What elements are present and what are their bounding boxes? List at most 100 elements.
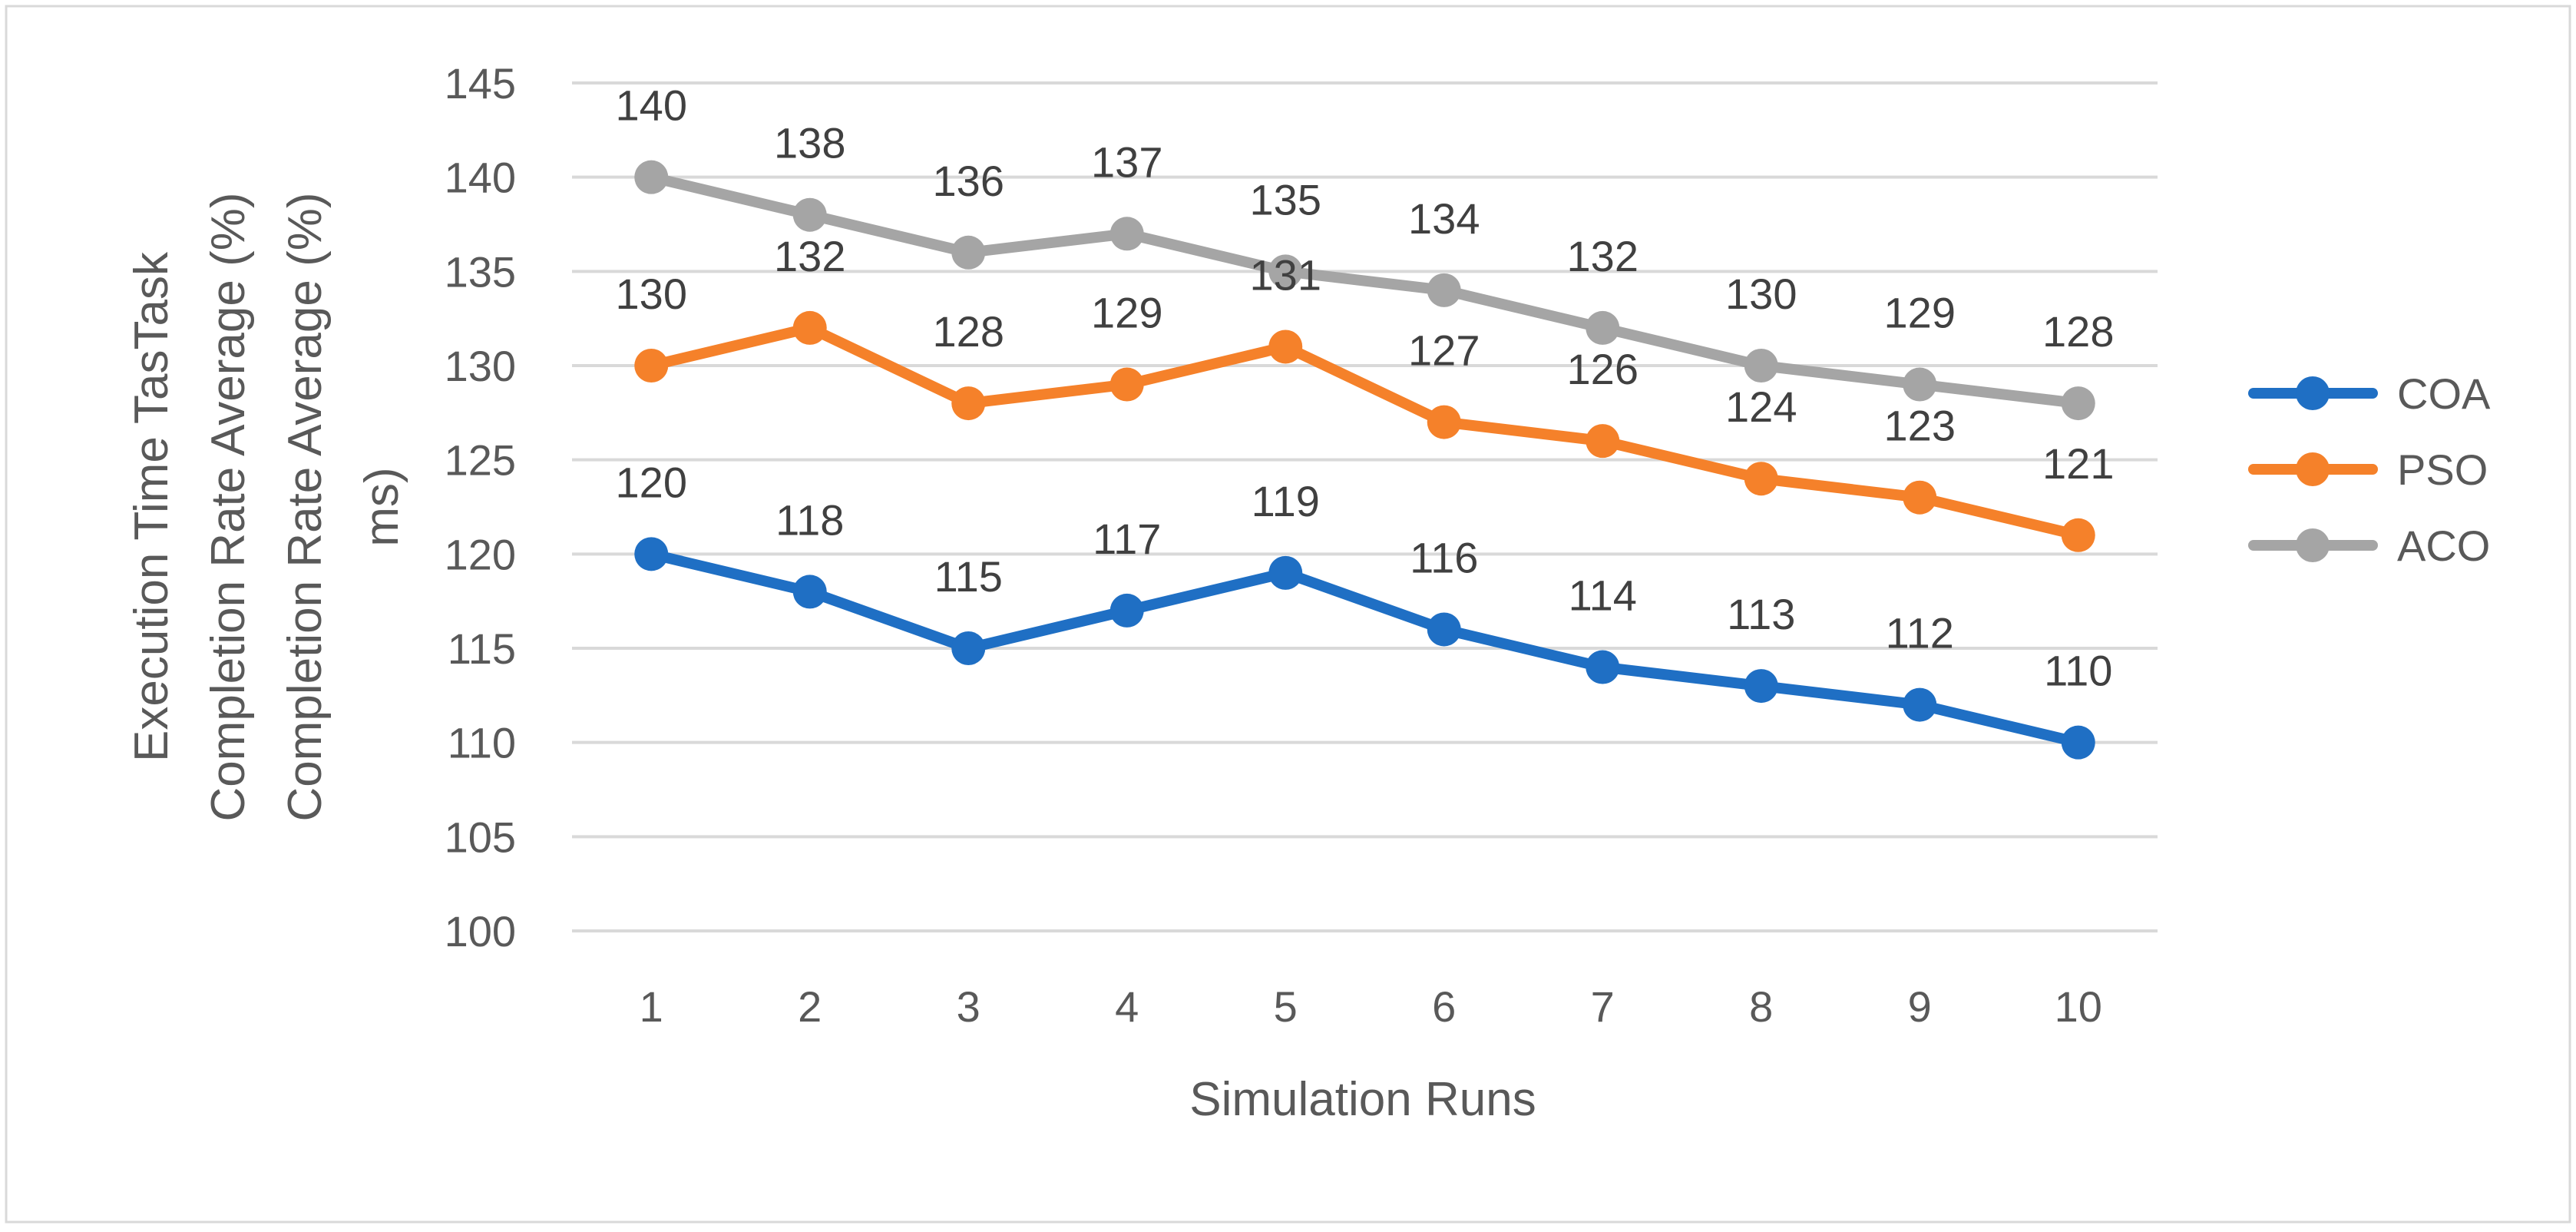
data-point-aco: [1903, 367, 1937, 402]
legend-entry-coa: COA: [2397, 369, 2491, 418]
data-label-pso: 126: [1567, 345, 1639, 393]
series-line-pso: [646, 322, 2084, 541]
data-label-aco: 129: [1884, 289, 1956, 337]
data-label-pso: 123: [1884, 402, 1956, 450]
data-label-pso: 129: [1091, 289, 1162, 337]
data-point-pso: [1903, 480, 1937, 515]
x-tick-label: 10: [2055, 982, 2102, 1031]
data-point-coa: [1427, 612, 1461, 647]
y-axis-title-line: Execution Time TasTask: [125, 251, 178, 762]
data-point-pso: [1268, 330, 1303, 364]
legend-marker-aco: [2296, 528, 2330, 562]
data-point-coa: [1903, 687, 1937, 722]
y-axis-ticks: 100 105 110 115 120 125 130 135 140 145: [445, 59, 516, 955]
series-lines: [634, 160, 2095, 760]
y-axis-title: Execution Time TasTask Completion Rate Av…: [125, 192, 408, 821]
data-label-coa: 118: [775, 495, 844, 544]
y-tick-label: 125: [445, 436, 516, 485]
x-axis-title: Simulation Runs: [1189, 1073, 1536, 1126]
data-point-aco: [1109, 217, 1144, 251]
data-label-pso: 124: [1725, 383, 1797, 431]
data-label-pso: 127: [1408, 326, 1480, 375]
x-tick-label: 6: [1432, 982, 1456, 1031]
data-point-coa: [1744, 669, 1778, 704]
legend-entry-pso: PSO: [2397, 445, 2488, 494]
gridlines: [572, 81, 2158, 932]
data-label-coa: 113: [1727, 590, 1795, 638]
data-label-pso: 121: [2042, 439, 2114, 488]
data-point-aco: [1268, 254, 1303, 289]
data-point-coa: [1268, 555, 1303, 590]
data-point-pso: [1109, 367, 1144, 402]
x-tick-label: 2: [798, 982, 822, 1031]
data-point-coa: [792, 575, 827, 609]
y-tick-label: 135: [445, 247, 516, 296]
data-label-aco: 130: [1725, 270, 1797, 318]
data-label-pso: 131: [1250, 250, 1321, 299]
data-label-aco: 137: [1091, 137, 1162, 186]
data-point-pso: [1427, 405, 1461, 439]
data-label-pso: 130: [616, 270, 687, 318]
data-point-pso: [1744, 462, 1778, 496]
data-point-aco: [792, 197, 827, 232]
y-tick-label: 100: [445, 907, 516, 955]
y-tick-label: 120: [445, 530, 516, 578]
data-label-coa: 116: [1410, 533, 1478, 581]
y-axis-title-line: Completion Rate Average (%): [279, 192, 332, 821]
data-point-aco: [2061, 386, 2095, 421]
legend-marker-pso: [2296, 452, 2330, 486]
x-tick-label: 3: [957, 982, 980, 1031]
data-point-aco: [1586, 310, 1620, 345]
data-point-pso: [2061, 518, 2095, 552]
data-point-coa: [1586, 650, 1620, 684]
data-point-pso: [634, 349, 669, 383]
y-tick-label: 140: [445, 154, 516, 202]
data-label-pso: 132: [774, 232, 845, 280]
data-labels: 120 118 115 117 119 116 114 113 112 110 130 132 128 1…: [616, 81, 2115, 695]
data-point-pso: [1586, 424, 1620, 459]
x-tick-label: 7: [1591, 982, 1615, 1031]
data-point-aco: [951, 235, 986, 270]
y-tick-label: 145: [445, 59, 516, 108]
data-label-aco: 138: [774, 119, 845, 167]
x-tick-label: 5: [1274, 982, 1298, 1031]
data-point-aco: [634, 160, 669, 194]
data-point-coa: [634, 537, 669, 571]
y-tick-label: 130: [445, 342, 516, 390]
y-tick-label: 105: [445, 813, 516, 861]
y-tick-label: 115: [448, 624, 516, 673]
x-tick-label: 4: [1115, 982, 1139, 1031]
series-line-coa: [646, 548, 2084, 748]
data-label-coa: 119: [1252, 477, 1320, 525]
x-tick-label: 8: [1749, 982, 1773, 1031]
data-label-aco: 136: [933, 157, 1004, 205]
data-label-coa: 115: [934, 552, 1003, 601]
data-point-pso: [792, 310, 827, 345]
x-tick-label: 1: [640, 982, 663, 1031]
data-point-coa: [2061, 725, 2095, 760]
x-axis-ticks: 1 2 3 4 5 6 7 8 9 10: [640, 982, 2102, 1031]
y-axis-title-line: ms): [355, 467, 408, 546]
data-label-pso: 128: [933, 307, 1004, 356]
legend: COA PSO ACO: [2248, 369, 2491, 570]
data-label-coa: 114: [1569, 571, 1637, 620]
x-tick-label: 9: [1908, 982, 1932, 1031]
data-label-aco: 135: [1250, 175, 1321, 224]
legend-entry-aco: ACO: [2397, 522, 2490, 570]
data-point-coa: [1109, 593, 1144, 628]
data-point-coa: [951, 631, 986, 665]
data-point-aco: [1744, 349, 1778, 383]
chart-border: [5, 5, 2571, 1224]
data-label-aco: 128: [2042, 307, 2114, 356]
data-label-aco: 134: [1408, 194, 1480, 243]
y-tick-label: 110: [448, 719, 516, 767]
data-label-coa: 120: [616, 458, 687, 506]
data-point-pso: [951, 386, 986, 421]
data-label-coa: 110: [2044, 647, 2112, 695]
series-line-aco: [646, 171, 2084, 409]
data-point-aco: [1427, 273, 1461, 307]
y-axis-title-line: Completion Rate Average (%): [202, 192, 255, 821]
data-label-coa: 112: [1886, 609, 1954, 657]
